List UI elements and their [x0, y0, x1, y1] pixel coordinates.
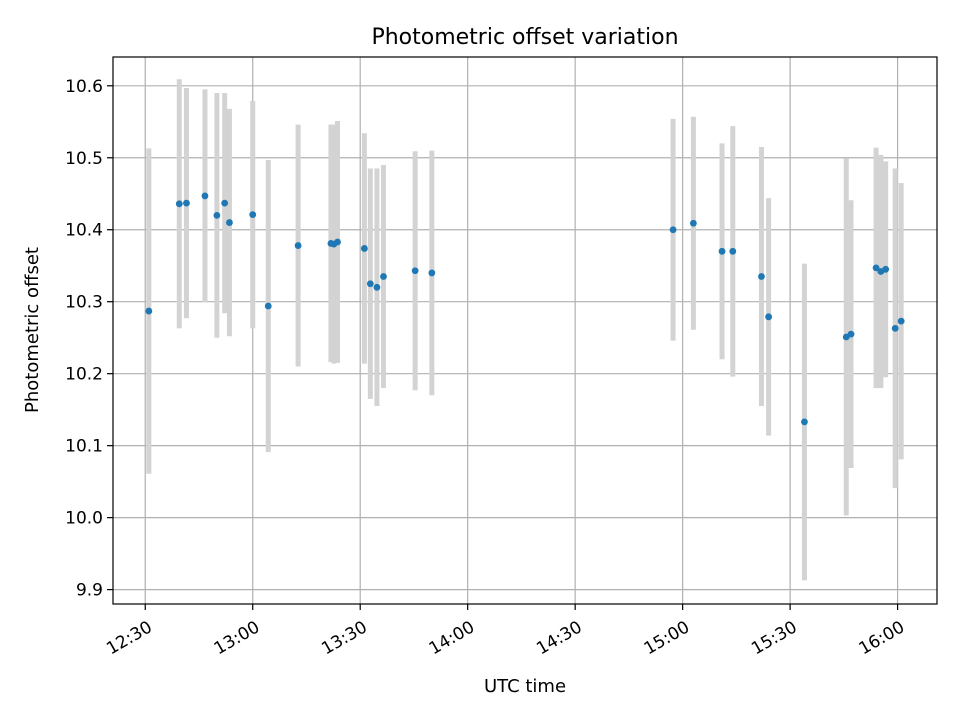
tick-layer — [107, 85, 899, 610]
data-point — [872, 264, 880, 272]
data-point — [366, 280, 374, 288]
data-point — [891, 324, 899, 332]
data-point — [847, 330, 855, 338]
data-point — [360, 245, 368, 252]
y-tick-label: 10.6 — [65, 77, 103, 97]
data-point — [380, 273, 387, 280]
point-layer — [145, 192, 905, 426]
data-point — [373, 283, 381, 291]
data-point — [689, 219, 697, 227]
grid-layer — [113, 57, 937, 604]
data-point — [226, 219, 233, 226]
data-point — [801, 418, 808, 426]
y-tick-label: 10.5 — [65, 149, 103, 169]
y-tick-label: 10.0 — [65, 509, 103, 529]
data-point — [221, 199, 229, 207]
data-point — [213, 211, 221, 219]
data-point — [729, 247, 737, 255]
y-tick-labels: 9.9 10.0 10.1 10.2 10.3 10.4 10.5 10.6 — [65, 77, 103, 601]
y-tick-label: 10.4 — [65, 221, 103, 241]
data-point — [264, 302, 272, 310]
data-point — [145, 307, 153, 315]
data-point — [669, 226, 677, 234]
data-point — [718, 247, 726, 255]
data-point — [411, 267, 419, 275]
data-point — [294, 242, 302, 249]
data-point — [249, 211, 257, 219]
data-point — [758, 273, 765, 280]
axes-frame — [112, 56, 938, 605]
data-point — [765, 313, 773, 321]
y-tick-label: 10.1 — [65, 437, 103, 457]
data-point — [882, 265, 890, 273]
y-axis-label: Photometric offset — [22, 247, 43, 413]
y-tick-label: 10.3 — [65, 293, 103, 313]
data-point — [183, 199, 190, 207]
data-point — [428, 269, 436, 277]
data-point — [334, 238, 341, 246]
y-tick-label: 10.2 — [65, 365, 103, 385]
chart-title: Photometric offset variation — [371, 25, 678, 50]
data-point — [897, 317, 905, 325]
data-point — [201, 192, 209, 200]
data-point — [175, 200, 183, 208]
y-tick-label: 9.9 — [76, 581, 103, 601]
x-axis-label: UTC time — [484, 676, 566, 697]
